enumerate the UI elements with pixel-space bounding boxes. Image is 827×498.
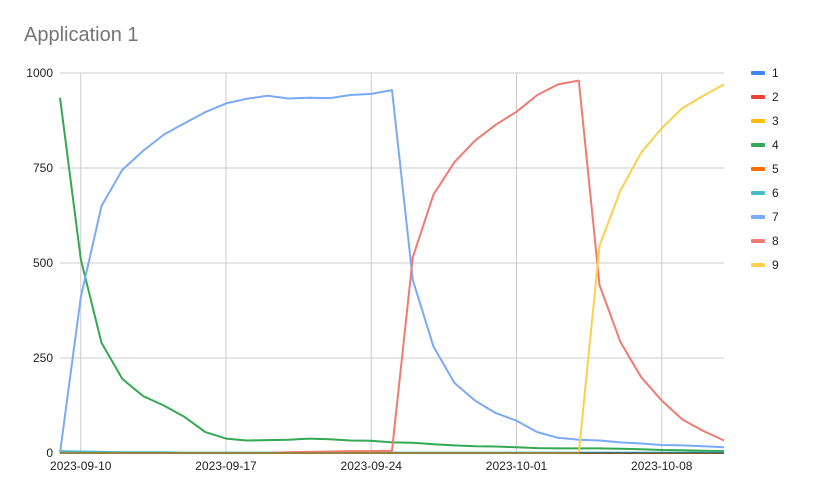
- legend-swatch-8: [751, 239, 765, 243]
- x-tick-label: 2023-10-01: [486, 459, 548, 473]
- y-tick-label: 750: [33, 161, 53, 175]
- x-tick-label: 2023-09-17: [195, 459, 257, 473]
- legend-swatch-6: [751, 191, 765, 195]
- legend-label-5: 5: [772, 162, 779, 176]
- legend-label-6: 6: [772, 186, 779, 200]
- legend-swatch-4: [751, 143, 765, 147]
- legend-label-1: 1: [772, 66, 779, 80]
- legend-label-4: 4: [772, 138, 779, 152]
- chart-title: Application 1: [24, 24, 139, 46]
- series-lines: [59, 79, 725, 454]
- y-tick-label: 250: [33, 351, 53, 365]
- x-tick-label: 2023-09-24: [341, 459, 403, 473]
- x-tick-label: 2023-10-08: [631, 459, 693, 473]
- series-line-9: [60, 83, 725, 454]
- legend: 1 2 3 4 5 6 7 8 9: [751, 66, 779, 272]
- y-tick-label: 500: [33, 256, 53, 270]
- legend-swatch-3: [751, 119, 765, 123]
- legend-swatch-7: [751, 215, 765, 219]
- y-tick-label: 1000: [26, 66, 53, 80]
- axes: 0 250 500 750 1000 2023-09-10 2023-09-17 2023-0…: [26, 66, 724, 473]
- series-line-7: [59, 89, 725, 454]
- series-line-4: [59, 97, 725, 453]
- legend-label-8: 8: [772, 234, 779, 248]
- legend-swatch-9: [751, 263, 765, 267]
- legend-label-2: 2: [772, 90, 779, 104]
- legend-swatch-1: [751, 71, 765, 75]
- legend-swatch-5: [751, 167, 765, 171]
- legend-swatch-2: [751, 95, 765, 99]
- gridlines: [60, 72, 724, 453]
- x-tick-label: 2023-09-10: [50, 459, 112, 473]
- series-line-8: [60, 79, 725, 454]
- legend-label-7: 7: [772, 210, 779, 224]
- legend-label-3: 3: [772, 114, 779, 128]
- legend-label-9: 9: [772, 258, 779, 272]
- y-tick-label: 0: [46, 446, 53, 460]
